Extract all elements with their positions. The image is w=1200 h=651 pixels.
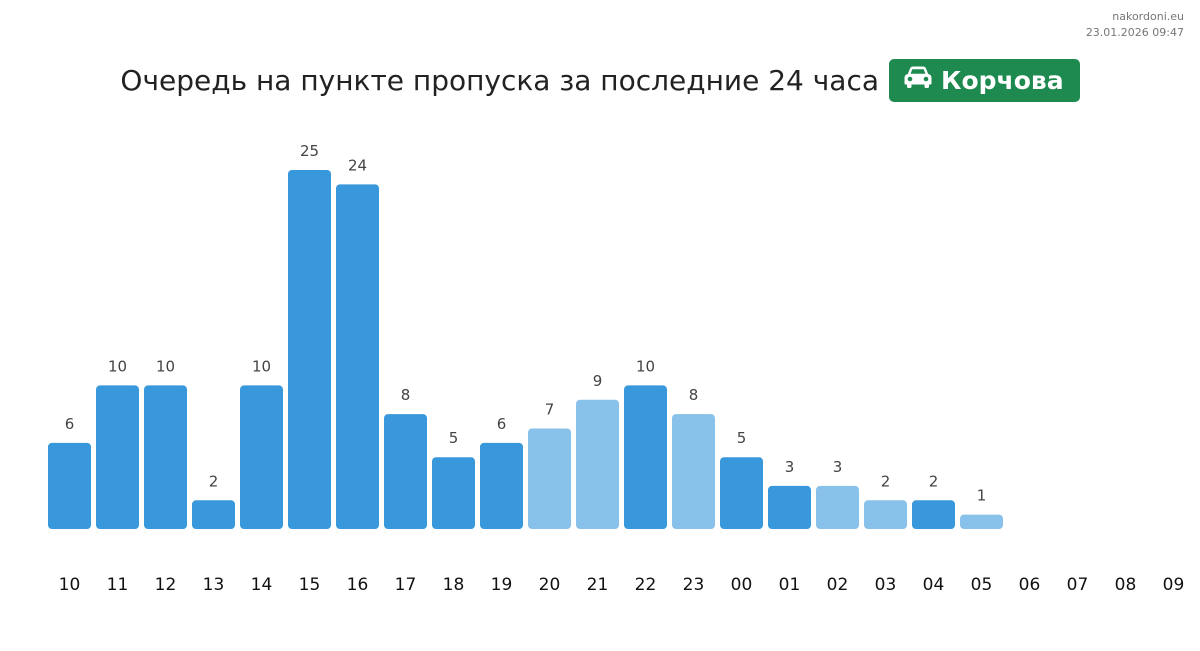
data-label-22: 10 xyxy=(636,357,655,375)
data-label-11: 10 xyxy=(108,357,127,375)
x-tick-02: 02 xyxy=(827,575,849,595)
page-title: Очередь на пункте пропуска за последние … xyxy=(120,63,880,97)
x-tick-20: 20 xyxy=(539,575,561,595)
data-label-02: 3 xyxy=(833,458,843,476)
bar-13 xyxy=(192,500,235,529)
x-tick-18: 18 xyxy=(443,575,465,595)
data-label-18: 5 xyxy=(449,429,459,447)
bar-16 xyxy=(336,184,379,530)
x-tick-21: 21 xyxy=(587,575,609,595)
site-name: nakordoni.eu xyxy=(1112,10,1184,23)
bar-20 xyxy=(528,428,571,529)
meta-info: nakordoni.eu 23.01.2026 09:47 xyxy=(1086,9,1184,41)
x-tick-01: 01 xyxy=(779,575,801,595)
bar-19 xyxy=(480,442,523,529)
x-tick-19: 19 xyxy=(491,575,513,595)
bar-05 xyxy=(960,514,1003,529)
data-label-16: 24 xyxy=(348,156,367,174)
bar-01 xyxy=(768,485,811,529)
data-label-05: 1 xyxy=(977,487,987,505)
x-tick-03: 03 xyxy=(875,575,897,595)
data-label-01: 3 xyxy=(785,458,795,476)
x-tick-13: 13 xyxy=(203,575,225,595)
data-label-15: 25 xyxy=(300,142,319,160)
bar-22 xyxy=(624,385,667,529)
bar-21 xyxy=(576,399,619,529)
x-tick-08: 08 xyxy=(1115,575,1137,595)
x-tick-06: 06 xyxy=(1019,575,1041,595)
data-label-20: 7 xyxy=(545,400,555,418)
x-tick-14: 14 xyxy=(251,575,273,595)
data-label-10: 6 xyxy=(65,415,75,433)
x-tick-00: 00 xyxy=(731,575,753,595)
x-tick-04: 04 xyxy=(923,575,945,595)
x-tick-12: 12 xyxy=(155,575,177,595)
bar-04 xyxy=(912,500,955,529)
car-icon xyxy=(903,65,941,95)
bar-00 xyxy=(720,457,763,529)
bar-23 xyxy=(672,414,715,529)
bar-15 xyxy=(288,170,331,529)
x-tick-11: 11 xyxy=(107,575,129,595)
data-label-03: 2 xyxy=(881,472,891,490)
x-tick-07: 07 xyxy=(1067,575,1089,595)
x-tick-10: 10 xyxy=(59,575,81,595)
bar-11 xyxy=(96,385,139,529)
checkpoint-name: Корчова xyxy=(941,65,1064,95)
bar-18 xyxy=(432,457,475,529)
data-label-17: 8 xyxy=(401,386,411,404)
x-tick-15: 15 xyxy=(299,575,321,595)
checkpoint-badge: Корчова xyxy=(889,58,1080,102)
x-tick-22: 22 xyxy=(635,575,657,595)
bar-03 xyxy=(864,500,907,529)
x-tick-09: 09 xyxy=(1163,575,1185,595)
chart-header: Очередь на пункте пропуска за последние … xyxy=(0,58,1200,102)
data-label-12: 10 xyxy=(156,357,175,375)
bar-10 xyxy=(48,442,91,529)
timestamp: 23.01.2026 09:47 xyxy=(1085,26,1184,39)
x-tick-17: 17 xyxy=(395,575,417,595)
data-label-14: 10 xyxy=(252,357,271,375)
x-tick-16: 16 xyxy=(347,575,369,595)
x-tick-23: 23 xyxy=(683,575,705,595)
data-label-04: 2 xyxy=(929,472,939,490)
bar-02 xyxy=(816,485,859,529)
bar-14 xyxy=(240,385,283,529)
data-label-13: 2 xyxy=(209,472,219,490)
data-label-21: 9 xyxy=(593,372,603,390)
data-label-23: 8 xyxy=(689,386,699,404)
data-label-19: 6 xyxy=(497,415,507,433)
bar-17 xyxy=(384,414,427,529)
x-tick-05: 05 xyxy=(971,575,993,595)
bar-12 xyxy=(144,385,187,529)
data-label-00: 5 xyxy=(737,429,747,447)
